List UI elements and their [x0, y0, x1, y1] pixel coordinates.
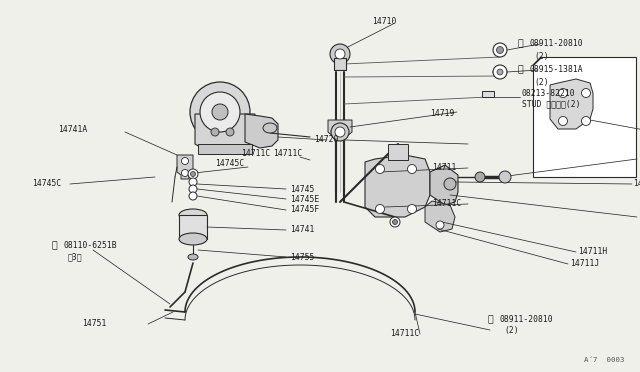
- Text: 08911-20810: 08911-20810: [500, 315, 554, 324]
- Circle shape: [335, 49, 345, 59]
- Text: 14711C: 14711C: [390, 330, 419, 339]
- Text: (2): (2): [534, 51, 548, 61]
- Polygon shape: [430, 165, 458, 205]
- Text: 14711G: 14711G: [638, 154, 640, 164]
- Text: Ⓦ: Ⓦ: [518, 65, 524, 74]
- Text: 14720: 14720: [314, 135, 339, 144]
- Text: 14711C: 14711C: [432, 199, 461, 208]
- Text: 14745E: 14745E: [290, 195, 319, 203]
- Text: 14711: 14711: [432, 164, 456, 173]
- Ellipse shape: [263, 123, 277, 133]
- Polygon shape: [550, 79, 593, 129]
- Circle shape: [330, 44, 350, 64]
- Circle shape: [376, 205, 385, 214]
- Text: 14745C: 14745C: [215, 160, 244, 169]
- Polygon shape: [328, 120, 352, 137]
- Circle shape: [493, 65, 507, 79]
- Circle shape: [226, 128, 234, 136]
- Circle shape: [408, 205, 417, 214]
- Text: 14711C: 14711C: [241, 150, 270, 158]
- Text: 14755: 14755: [290, 253, 314, 262]
- Circle shape: [182, 170, 189, 176]
- Circle shape: [331, 123, 349, 141]
- Text: 14745C: 14745C: [32, 180, 61, 189]
- Ellipse shape: [179, 209, 207, 221]
- Circle shape: [559, 116, 568, 125]
- Circle shape: [212, 104, 228, 120]
- Text: 14745: 14745: [290, 185, 314, 193]
- Ellipse shape: [179, 233, 207, 245]
- Circle shape: [493, 43, 507, 57]
- Text: A´7  0003: A´7 0003: [584, 357, 625, 363]
- Polygon shape: [198, 144, 252, 154]
- Circle shape: [390, 217, 400, 227]
- Circle shape: [189, 185, 197, 193]
- Circle shape: [376, 164, 385, 173]
- Text: 14751: 14751: [82, 320, 106, 328]
- Polygon shape: [533, 57, 636, 177]
- Text: 14711C: 14711C: [273, 150, 302, 158]
- Text: 08110-6251B: 08110-6251B: [64, 241, 118, 250]
- Circle shape: [392, 219, 397, 224]
- Text: 14711J: 14711J: [570, 260, 599, 269]
- Text: 08911-20810: 08911-20810: [530, 39, 584, 48]
- Circle shape: [497, 69, 503, 75]
- Circle shape: [436, 221, 444, 229]
- Text: (2): (2): [504, 327, 518, 336]
- Circle shape: [335, 127, 345, 137]
- Bar: [388, 144, 408, 160]
- Polygon shape: [425, 201, 455, 232]
- Text: 14120: 14120: [638, 212, 640, 221]
- Text: 14741: 14741: [290, 225, 314, 234]
- Circle shape: [182, 157, 189, 164]
- Text: Ⓝ: Ⓝ: [518, 39, 524, 48]
- Text: STUD スタッド(2): STUD スタッド(2): [522, 99, 580, 109]
- Bar: [334, 58, 346, 70]
- Polygon shape: [195, 114, 255, 154]
- Circle shape: [408, 164, 417, 173]
- Circle shape: [189, 178, 197, 186]
- Text: 14719: 14719: [430, 109, 454, 119]
- Circle shape: [444, 178, 456, 190]
- Circle shape: [211, 128, 219, 136]
- Circle shape: [582, 89, 591, 97]
- Bar: [179, 215, 207, 239]
- Circle shape: [559, 89, 568, 97]
- Circle shape: [190, 82, 250, 142]
- Text: (2): (2): [534, 77, 548, 87]
- Circle shape: [188, 169, 198, 179]
- Ellipse shape: [493, 69, 507, 75]
- Circle shape: [191, 171, 195, 176]
- Bar: [482, 91, 494, 97]
- Text: 14741A: 14741A: [58, 125, 87, 135]
- Text: 08915-1381A: 08915-1381A: [530, 65, 584, 74]
- Circle shape: [475, 172, 485, 182]
- Ellipse shape: [188, 254, 198, 260]
- Polygon shape: [365, 155, 430, 217]
- Text: 14745F: 14745F: [290, 205, 319, 215]
- Text: 08213-82210: 08213-82210: [522, 90, 575, 99]
- Circle shape: [497, 46, 504, 54]
- Text: 14710: 14710: [372, 16, 396, 26]
- Text: Ⓝ: Ⓝ: [488, 315, 493, 324]
- Text: 14711A: 14711A: [633, 180, 640, 189]
- Text: （3）: （3）: [68, 253, 83, 262]
- Polygon shape: [177, 155, 193, 179]
- Polygon shape: [245, 114, 278, 148]
- Text: Ⓑ: Ⓑ: [52, 241, 58, 250]
- Circle shape: [582, 116, 591, 125]
- Text: 14711H: 14711H: [578, 247, 607, 257]
- Circle shape: [189, 192, 197, 200]
- Circle shape: [499, 171, 511, 183]
- Circle shape: [200, 92, 240, 132]
